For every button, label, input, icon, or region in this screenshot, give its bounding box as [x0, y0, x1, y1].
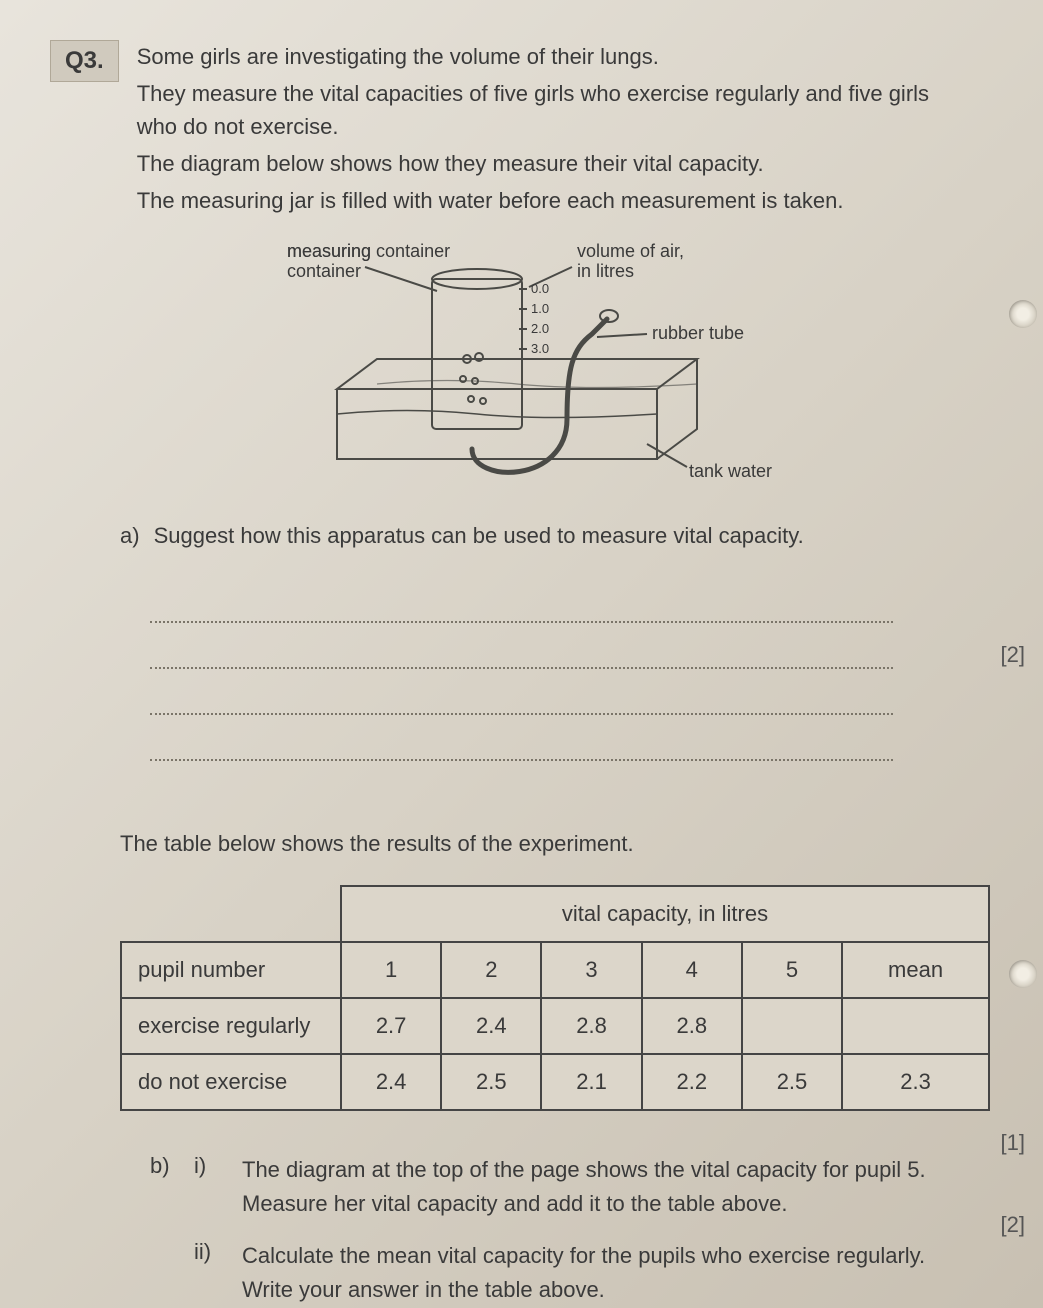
svg-text:measuringcontainer: measuringcontainer [287, 241, 371, 281]
part-a-letter: a) [120, 523, 140, 549]
question-intro: Some girls are investigating the volume … [137, 40, 963, 221]
answer-lines-a [150, 577, 893, 761]
question-number-badge: Q3. [50, 40, 119, 82]
intro-line-2: They measure the vital capacities of fiv… [137, 77, 963, 143]
row-exercise-label: exercise regularly [121, 998, 341, 1054]
row-header-pupil: pupil number [121, 942, 341, 998]
intro-line-4: The measuring jar is filled with water b… [137, 184, 963, 217]
table-intro: The table below shows the results of the… [120, 831, 963, 857]
cell-ex-5 [742, 998, 842, 1054]
part-b-i-text: The diagram at the top of the page shows… [242, 1153, 963, 1221]
cell-ne-1: 2.4 [341, 1054, 441, 1110]
apparatus-diagram: measuring container measuringcontainer v… [227, 239, 787, 499]
row-noexercise-label: do not exercise [121, 1054, 341, 1110]
marks-bi: [1] [1001, 1130, 1025, 1156]
part-b-ii-roman: ii) [194, 1239, 224, 1307]
cell-ne-2: 2.5 [441, 1054, 541, 1110]
svg-text:volume of air,in litres: volume of air,in litres [577, 241, 684, 281]
scale-2: 2.0 [531, 321, 549, 336]
table-span-header: vital capacity, in litres [341, 886, 989, 942]
scale-3: 3.0 [531, 341, 549, 356]
scale-0: 0.0 [531, 281, 549, 296]
col-mean: mean [842, 942, 989, 998]
cell-ne-3: 2.1 [541, 1054, 641, 1110]
scale-1: 1.0 [531, 301, 549, 316]
cell-ex-4: 2.8 [642, 998, 742, 1054]
part-b-ii-text: Calculate the mean vital capacity for th… [242, 1239, 963, 1307]
marks-bii: [2] [1001, 1212, 1025, 1238]
cell-ne-5: 2.5 [742, 1054, 842, 1110]
cell-ex-mean [842, 998, 989, 1054]
col-2: 2 [441, 942, 541, 998]
part-b-i-roman: i) [194, 1153, 224, 1221]
col-3: 3 [541, 942, 641, 998]
cell-ne-mean: 2.3 [842, 1054, 989, 1110]
label-rubber-tube: rubber tube [652, 323, 744, 343]
intro-line-1: Some girls are investigating the volume … [137, 40, 963, 73]
part-a-text: Suggest how this apparatus can be used t… [154, 523, 963, 549]
col-1: 1 [341, 942, 441, 998]
intro-line-3: The diagram below shows how they measure… [137, 147, 963, 180]
marks-a: [2] [1001, 642, 1025, 668]
part-b-letter: b) [150, 1153, 176, 1221]
col-4: 4 [642, 942, 742, 998]
results-table: vital capacity, in litres pupil number 1… [120, 885, 990, 1111]
cell-ne-4: 2.2 [642, 1054, 742, 1110]
cell-ex-1: 2.7 [341, 998, 441, 1054]
label-tank-water: tank water [689, 461, 772, 481]
cell-ex-2: 2.4 [441, 998, 541, 1054]
cell-ex-3: 2.8 [541, 998, 641, 1054]
col-5: 5 [742, 942, 842, 998]
